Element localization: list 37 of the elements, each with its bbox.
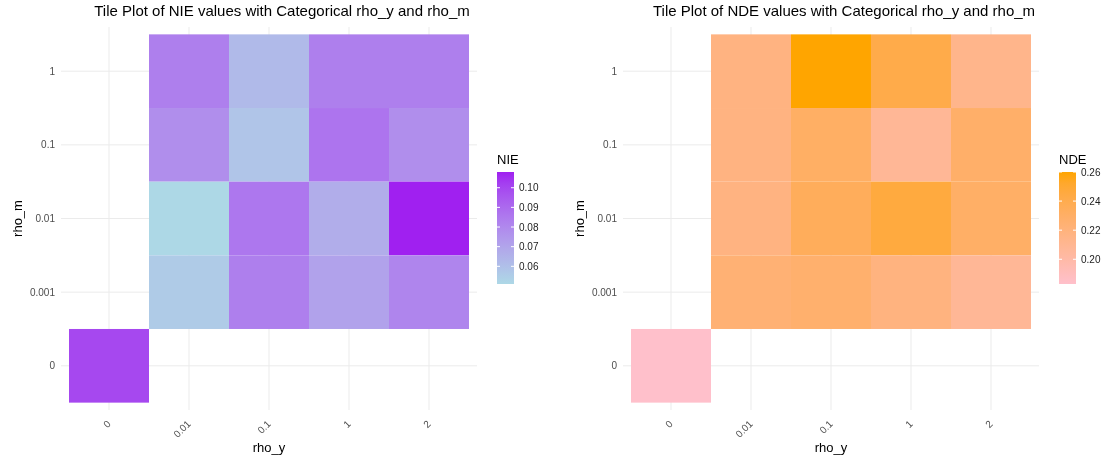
x-tick-label: 2 [421,417,434,430]
y-tick-label: 0.01 [35,213,56,224]
y-tick-label: 1 [49,65,56,77]
chart-title: Tile Plot of NDE values with Categorical rho_y and rho_m [652,2,1036,19]
x-tick-label: 0.1 [255,417,274,436]
x-tick-label: 0.01 [733,417,756,440]
y-tick-label: 0.01 [597,213,618,224]
color-bar-label: 0.09 [519,201,539,213]
y-tick-label: 0 [49,360,56,372]
x-tick-label: 0 [663,417,676,430]
color-bar-label: 0.20 [1081,253,1101,265]
y-tick-label: 1 [611,65,618,77]
color-bar-label: 0.07 [519,241,539,253]
x-tick-label: 0.1 [817,417,836,436]
y-tick-label: 0.1 [41,139,56,151]
x-tick-label: 1 [903,417,916,430]
y-axis-title: rho_m [10,200,25,237]
color-bar-title: NDE [1059,152,1087,167]
color-bar-label: 0.22 [1081,224,1101,236]
color-bar-label: 0.08 [519,221,539,233]
x-tick-label: 0 [101,417,114,430]
x-axis-title: rho_y [252,440,286,455]
y-tick-label: 0.001 [29,286,56,298]
x-tick-label: 1 [341,417,354,430]
y-axis-title: rho_m [572,200,587,237]
color-bar-label: 0.24 [1081,195,1101,207]
color-bar-label: 0.26 [1081,166,1101,178]
y-tick-label: 0 [611,360,618,372]
color-bar-label: 0.10 [519,182,539,194]
x-tick-label: 0.01 [171,417,194,440]
color-bar-title: NIE [497,152,519,167]
x-axis-title: rho_y [814,440,848,455]
color-bar-label: 0.06 [519,260,539,272]
y-tick-label: 0.001 [591,286,618,298]
y-tick-label: 0.1 [603,139,618,151]
chart-title: Tile Plot of NIE values with Categorical rho_y and rho_m [94,2,470,19]
x-tick-label: 2 [983,417,996,430]
